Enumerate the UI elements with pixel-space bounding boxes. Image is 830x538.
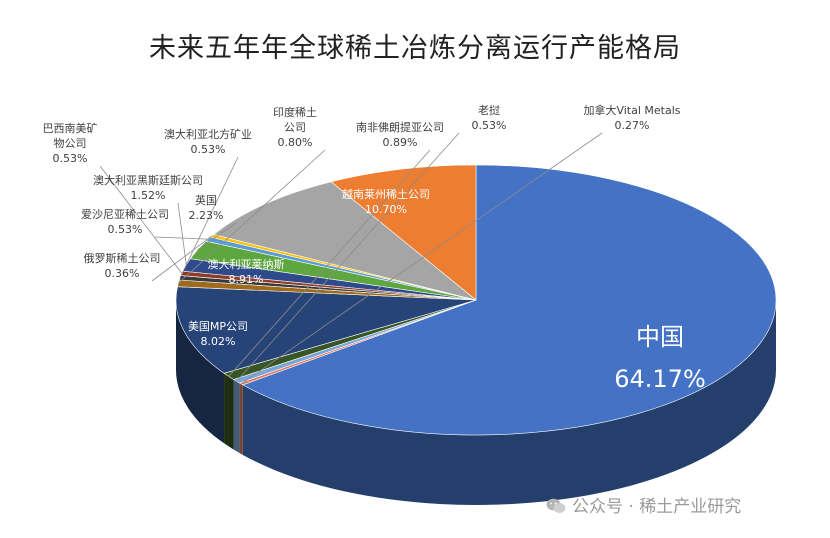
slice-label-11: 俄罗斯稀土公司 0.36% bbox=[84, 252, 161, 280]
label-leaders bbox=[99, 132, 603, 385]
pie-side-1 bbox=[239, 383, 243, 455]
slice-label-13: 美国MP公司 8.02% bbox=[188, 320, 248, 348]
slice-label-0: 中国 64.17% bbox=[614, 323, 706, 393]
watermark: 公众号 · 稀土产业研究 bbox=[546, 492, 741, 517]
leader-line-9 bbox=[197, 222, 237, 251]
slice-labels: 中国 64.17% 加拿大Vital Metals 0.27% 老挝 0.53% 南非佛朗提… bbox=[43, 103, 706, 393]
leader-line-11 bbox=[151, 235, 213, 282]
pie-slice-12 bbox=[213, 181, 477, 301]
slice-label-8: 澳大利亚黑斯廷斯公司 1.52% bbox=[93, 173, 203, 202]
slice-label-4: 越南莱州稀土公司 10.70% bbox=[342, 187, 430, 216]
pie-side-0 bbox=[242, 300, 776, 505]
pie-slice-13 bbox=[330, 164, 477, 301]
slice-label-1: 加拿大Vital Metals 0.27% bbox=[583, 103, 680, 132]
pie-side-2 bbox=[233, 379, 240, 454]
pie-tops bbox=[175, 164, 777, 436]
slice-label-9: 英国 2.23% bbox=[189, 193, 224, 222]
leader-line-7 bbox=[99, 165, 183, 274]
leader-line-10 bbox=[154, 236, 209, 240]
slice-label-2: 老挝 0.53% bbox=[472, 103, 507, 132]
leader-line-1 bbox=[240, 132, 603, 385]
slice-label-7: 巴西南美矿物公司 0.53% bbox=[43, 122, 98, 165]
pie-slice-0 bbox=[242, 164, 777, 436]
leader-line-6 bbox=[179, 156, 239, 278]
leader-line-3 bbox=[228, 149, 431, 377]
chart-title: 未来五年年全球稀土冶炼分离运行产能格局 bbox=[149, 33, 681, 64]
leader-line-5 bbox=[178, 149, 326, 284]
wechat-icon bbox=[546, 498, 566, 513]
leader-line-2 bbox=[236, 132, 460, 382]
slice-label-10: 爱沙尼亚稀土公司 0.53% bbox=[81, 208, 169, 236]
pie-side-4 bbox=[176, 300, 225, 444]
slice-label-3: 南非佛朗提亚公司 0.89% bbox=[356, 121, 444, 149]
watermark-text: 公众号 · 稀土产业研究 bbox=[572, 497, 742, 517]
slice-label-6: 澳大利亚北方矿业 0.53% bbox=[164, 127, 252, 156]
slice-label-12: 澳大利亚莱纳斯 8.91% bbox=[208, 257, 285, 286]
pie-sides bbox=[176, 300, 776, 505]
leader-line-8 bbox=[177, 202, 187, 265]
pie-side-3 bbox=[224, 373, 234, 450]
slice-label-5: 印度稀土公司 0.80% bbox=[273, 105, 317, 149]
